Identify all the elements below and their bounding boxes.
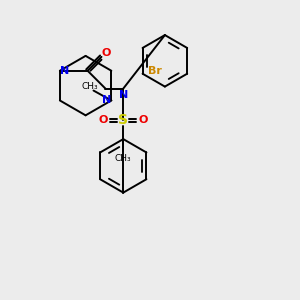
Text: N: N — [118, 89, 128, 100]
Text: N: N — [102, 95, 111, 106]
Text: O: O — [99, 115, 108, 125]
Text: Br: Br — [148, 66, 161, 76]
Text: CH₃: CH₃ — [81, 82, 98, 91]
Text: N: N — [60, 66, 69, 76]
Text: CH₃: CH₃ — [115, 154, 132, 164]
Text: O: O — [102, 48, 111, 58]
Text: O: O — [138, 115, 148, 125]
Text: S: S — [118, 113, 128, 127]
